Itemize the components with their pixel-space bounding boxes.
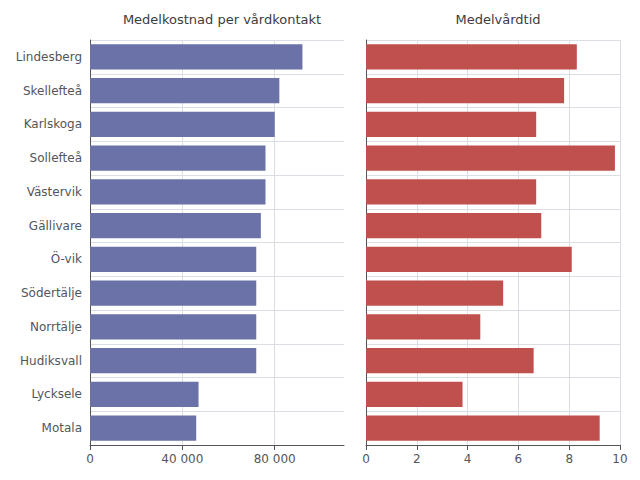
svg-text:Skellefteå: Skellefteå [23, 84, 82, 98]
svg-text:Karlskoga: Karlskoga [24, 117, 82, 131]
svg-text:Medelvårdtid: Medelvårdtid [455, 12, 540, 27]
svg-text:6: 6 [515, 452, 523, 466]
svg-text:Medelkostnad per vårdkontakt: Medelkostnad per vårdkontakt [123, 12, 321, 27]
svg-text:Norrtälje: Norrtälje [30, 320, 82, 334]
svg-text:Ö-vik: Ö-vik [51, 250, 82, 266]
svg-text:Sollefteå: Sollefteå [30, 151, 82, 165]
svg-text:Lycksele: Lycksele [31, 387, 82, 401]
svg-text:Motala: Motala [42, 421, 82, 435]
svg-text:4: 4 [464, 452, 472, 466]
svg-text:8: 8 [565, 452, 573, 466]
svg-text:2: 2 [413, 452, 421, 466]
svg-text:Hudiksvall: Hudiksvall [20, 354, 82, 368]
svg-text:Gällivare: Gällivare [29, 219, 82, 233]
svg-text:0: 0 [362, 452, 370, 466]
svg-text:Lindesberg: Lindesberg [16, 50, 82, 64]
svg-text:80 000: 80 000 [254, 452, 296, 466]
svg-text:10: 10 [612, 452, 627, 466]
svg-text:Västervik: Västervik [27, 185, 82, 199]
svg-text:0: 0 [86, 452, 94, 466]
svg-text:Södertälje: Södertälje [21, 286, 82, 300]
svg-text:40 000: 40 000 [161, 452, 203, 466]
